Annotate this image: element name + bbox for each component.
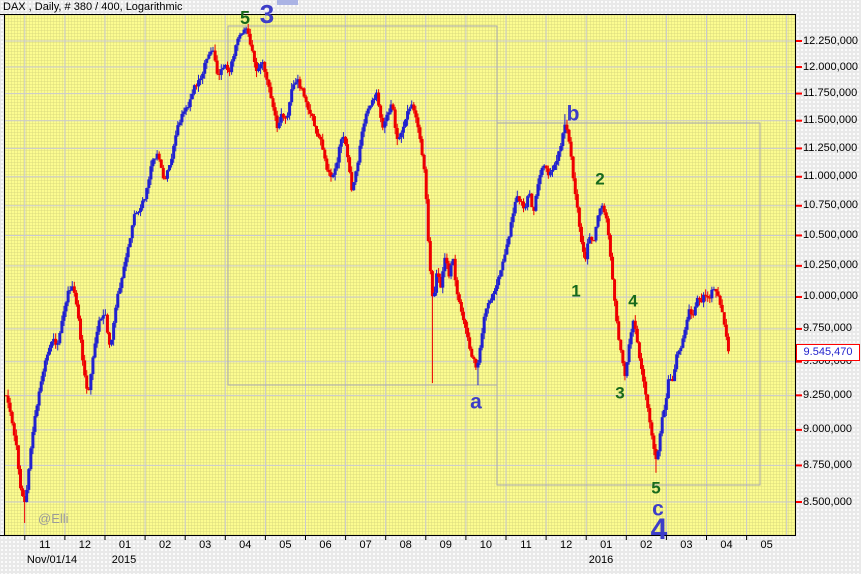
x-axis-month-label: 04 (720, 539, 733, 551)
watermark: @Elli (38, 511, 69, 526)
x-axis-month-label: 05 (279, 539, 292, 551)
x-axis-month-label: 03 (199, 539, 212, 551)
y-axis-label: 8.500,000 (803, 495, 852, 508)
wave-label: 1 (571, 281, 581, 301)
x-axis-month-label: 02 (640, 539, 653, 551)
x-axis-month-label: 07 (359, 539, 372, 551)
x-axis-year-label: 2016 (588, 554, 614, 566)
x-axis-year-label: Nov/01/14 (26, 554, 78, 566)
chart-title: DAX , Daily, # 380 / 400, Logarithmic (3, 1, 183, 13)
last-price-label: 9.545,470 (796, 344, 860, 361)
wave-label: 5 (239, 8, 251, 28)
y-axis-label: 9.750,000 (803, 322, 852, 335)
wave-label: c (652, 497, 664, 521)
x-axis-year-label: 2015 (111, 554, 137, 566)
y-axis-label: 8.750,000 (803, 458, 852, 471)
y-axis-label: 12.250,000 (803, 34, 859, 47)
wave-label: 5 (651, 478, 661, 498)
y-axis-label: 10.500,000 (803, 228, 859, 241)
wave-label: 4 (628, 291, 638, 311)
wave-label: 3 (615, 383, 625, 403)
x-axis-month-label: 01 (118, 539, 132, 551)
y-axis-label: 11.000,000 (803, 170, 858, 183)
y-axis-label: 10.250,000 (803, 259, 859, 272)
x-axis-month-label: 12 (78, 539, 92, 551)
x-axis-month-label: 09 (439, 539, 452, 551)
y-axis-label: 9.000,000 (803, 423, 852, 436)
y-axis-label: 12.000,000 (803, 60, 859, 73)
wave-label: 3 (259, 0, 275, 29)
wave-label: 4 (650, 513, 668, 546)
x-axis-month-label: 05 (760, 539, 773, 551)
y-axis-label: 11.250,000 (803, 141, 858, 154)
x-axis-month-label: 02 (158, 539, 172, 551)
x-axis-month-label: 11 (520, 539, 532, 551)
x-axis-month-label: 06 (319, 539, 332, 551)
x-axis-month-label: 11 (39, 539, 51, 551)
y-axis-label: 11.500,000 (803, 114, 858, 127)
y-axis-label: 10.000,000 (803, 290, 859, 303)
x-axis-month-label: 08 (399, 539, 412, 551)
y-axis-label: 10.750,000 (803, 199, 859, 212)
x-axis-month-label: 04 (239, 539, 252, 551)
x-axis-month-label: 03 (680, 539, 693, 551)
x-axis-month-label: 10 (479, 539, 493, 551)
x-axis-month-label: 12 (559, 539, 573, 551)
wave-label: a (470, 390, 482, 414)
wave-label: 2 (595, 169, 605, 189)
y-axis-label: 9.250,000 (803, 388, 852, 401)
top-marker (277, 0, 298, 5)
wave-label: b (566, 102, 580, 126)
x-axis-month-label: 01 (600, 539, 613, 551)
y-axis-label: 11.750,000 (803, 87, 858, 100)
plot-area[interactable] (5, 15, 795, 535)
